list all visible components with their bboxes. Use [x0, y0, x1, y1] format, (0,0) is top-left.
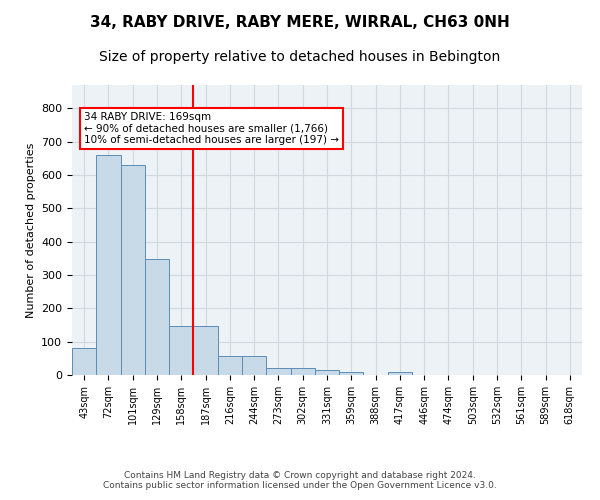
- Y-axis label: Number of detached properties: Number of detached properties: [26, 142, 35, 318]
- Bar: [218, 356, 242, 375]
- Bar: [315, 370, 339, 375]
- Bar: [145, 260, 169, 375]
- Bar: [72, 348, 96, 375]
- Bar: [290, 368, 315, 375]
- Text: 34 RABY DRIVE: 169sqm
← 90% of detached houses are smaller (1,766)
10% of semi-d: 34 RABY DRIVE: 169sqm ← 90% of detached …: [84, 112, 339, 145]
- Bar: [339, 372, 364, 375]
- Bar: [266, 368, 290, 375]
- Bar: [96, 155, 121, 375]
- Bar: [193, 326, 218, 375]
- Bar: [121, 165, 145, 375]
- Text: 34, RABY DRIVE, RABY MERE, WIRRAL, CH63 0NH: 34, RABY DRIVE, RABY MERE, WIRRAL, CH63 …: [90, 15, 510, 30]
- Bar: [242, 356, 266, 375]
- Bar: [169, 326, 193, 375]
- Text: Size of property relative to detached houses in Bebington: Size of property relative to detached ho…: [100, 50, 500, 64]
- Text: Contains HM Land Registry data © Crown copyright and database right 2024.
Contai: Contains HM Land Registry data © Crown c…: [103, 470, 497, 490]
- Bar: [388, 372, 412, 375]
